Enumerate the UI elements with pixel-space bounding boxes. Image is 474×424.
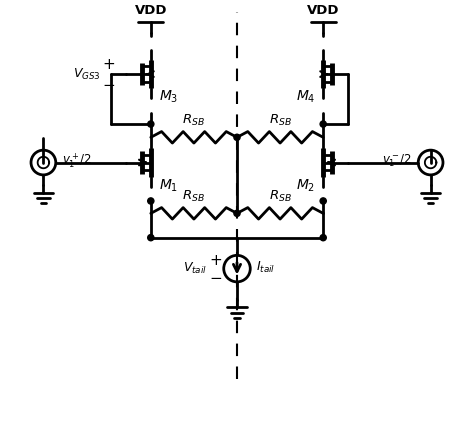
Circle shape: [234, 210, 240, 216]
Text: VDD: VDD: [307, 4, 339, 17]
Circle shape: [320, 234, 326, 241]
Text: $R_{SB}$: $R_{SB}$: [269, 112, 292, 128]
Text: $R_{SB}$: $R_{SB}$: [182, 112, 205, 128]
Text: $I_{tail}$: $I_{tail}$: [255, 260, 275, 275]
Text: $-$: $-$: [102, 76, 115, 91]
Text: $M_4$: $M_4$: [296, 89, 315, 105]
Text: $+$: $+$: [209, 253, 222, 268]
Circle shape: [148, 121, 154, 127]
Text: $+$: $+$: [102, 57, 115, 72]
Text: $v_1^+/2$: $v_1^+/2$: [62, 151, 92, 170]
Circle shape: [148, 198, 154, 204]
Text: $R_{SB}$: $R_{SB}$: [269, 189, 292, 204]
Text: VDD: VDD: [135, 4, 167, 17]
Circle shape: [320, 198, 326, 204]
Text: $v_1^-/2$: $v_1^-/2$: [382, 152, 412, 169]
Text: $-$: $-$: [209, 269, 222, 284]
Circle shape: [234, 134, 240, 140]
Text: $V_{tail}$: $V_{tail}$: [183, 261, 207, 276]
Text: $M_2$: $M_2$: [296, 177, 315, 194]
Text: $V_{GS3}$: $V_{GS3}$: [73, 67, 100, 82]
Text: $M_1$: $M_1$: [159, 177, 178, 194]
Circle shape: [320, 121, 326, 127]
Text: $R_{SB}$: $R_{SB}$: [182, 189, 205, 204]
Text: $M_3$: $M_3$: [159, 89, 178, 105]
Circle shape: [148, 234, 154, 241]
